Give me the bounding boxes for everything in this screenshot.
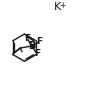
Text: B: B <box>28 41 35 51</box>
Text: F: F <box>24 34 30 43</box>
Text: F: F <box>36 37 43 46</box>
Text: F: F <box>34 49 40 58</box>
Text: +: + <box>59 1 65 10</box>
Text: K: K <box>54 2 61 12</box>
